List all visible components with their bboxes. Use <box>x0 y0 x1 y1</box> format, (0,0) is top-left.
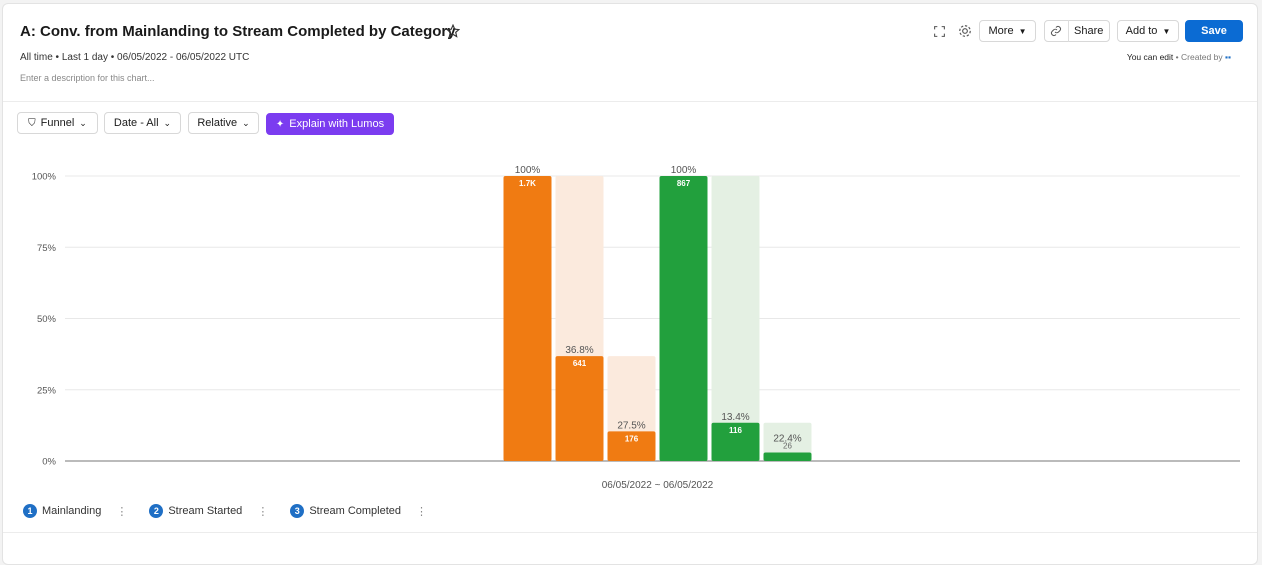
permission: You can edit <box>1126 52 1174 62</box>
step-number: 3 <box>290 504 305 518</box>
button-label: More <box>988 25 1014 37</box>
settings-icon[interactable] <box>958 24 972 38</box>
link-icon <box>1051 26 1061 36</box>
chart-card: A: Conv. from Mainlanding to Stream Comp… <box>2 3 1258 565</box>
step-menu[interactable]: ⋮ <box>257 505 269 518</box>
description-input[interactable]: Enter a description for this chart... <box>20 73 155 83</box>
step-number: 1 <box>23 504 37 518</box>
step-menu[interactable]: ⋮ <box>416 505 428 518</box>
page: {"header": {"title": "A: Conv. from Main… <box>2 3 1258 565</box>
chart-title: A: Conv. from Mainlanding to Stream Comp… <box>20 23 456 40</box>
step-label: Mainlanding <box>42 505 102 517</box>
legend-item[interactable]: 2 Stream Started ⋮ <box>149 504 268 518</box>
chart-subtitle: All time • Last 1 day • 06/05/2022 - 06/… <box>20 52 250 63</box>
control-label: Funnel <box>40 117 75 129</box>
star-icon[interactable] <box>446 24 460 38</box>
control-label: Relative <box>197 117 238 129</box>
step-label: Stream Started <box>168 505 243 517</box>
divider <box>3 101 1257 102</box>
step-number: 2 <box>149 504 164 518</box>
action-label: Explain with Lumos <box>289 118 385 130</box>
lumos-button[interactable]: ✦ Explain with Lumos <box>266 113 394 135</box>
save-button[interactable]: Save <box>1185 20 1243 42</box>
more-button[interactable]: More ▼ <box>979 20 1036 42</box>
step-menu[interactable]: ⋮ <box>116 505 128 518</box>
legend-item[interactable]: 3 Stream Completed ⋮ <box>290 504 427 518</box>
fullscreen-icon[interactable] <box>933 25 946 38</box>
funnel-dropdown[interactable]: ⛉ Funnel ⌄ <box>17 112 98 134</box>
permission-text: You can edit • Created by ▪▪ <box>1126 52 1231 62</box>
divider <box>3 532 1257 533</box>
relative-dropdown[interactable]: Relative ⌄ <box>188 112 259 134</box>
button-label: Save <box>1201 25 1227 37</box>
add-to-button[interactable]: Add to ▼ <box>1117 20 1179 42</box>
control-label: Date - All <box>113 117 159 129</box>
legend-item[interactable]: 1 Mainlanding ⋮ <box>23 504 127 518</box>
created-by: • Created by <box>1175 52 1223 62</box>
button-label: Add to <box>1125 25 1158 37</box>
date-dropdown[interactable]: Date - All ⌄ <box>104 112 181 134</box>
share-button[interactable]: Share <box>1044 20 1110 42</box>
step-label: Stream Completed <box>309 505 402 517</box>
button-label: Share <box>1074 25 1104 37</box>
legend: 1 Mainlanding ⋮ 2 Stream Started ⋮ 3 Stream Com… <box>23 504 427 518</box>
